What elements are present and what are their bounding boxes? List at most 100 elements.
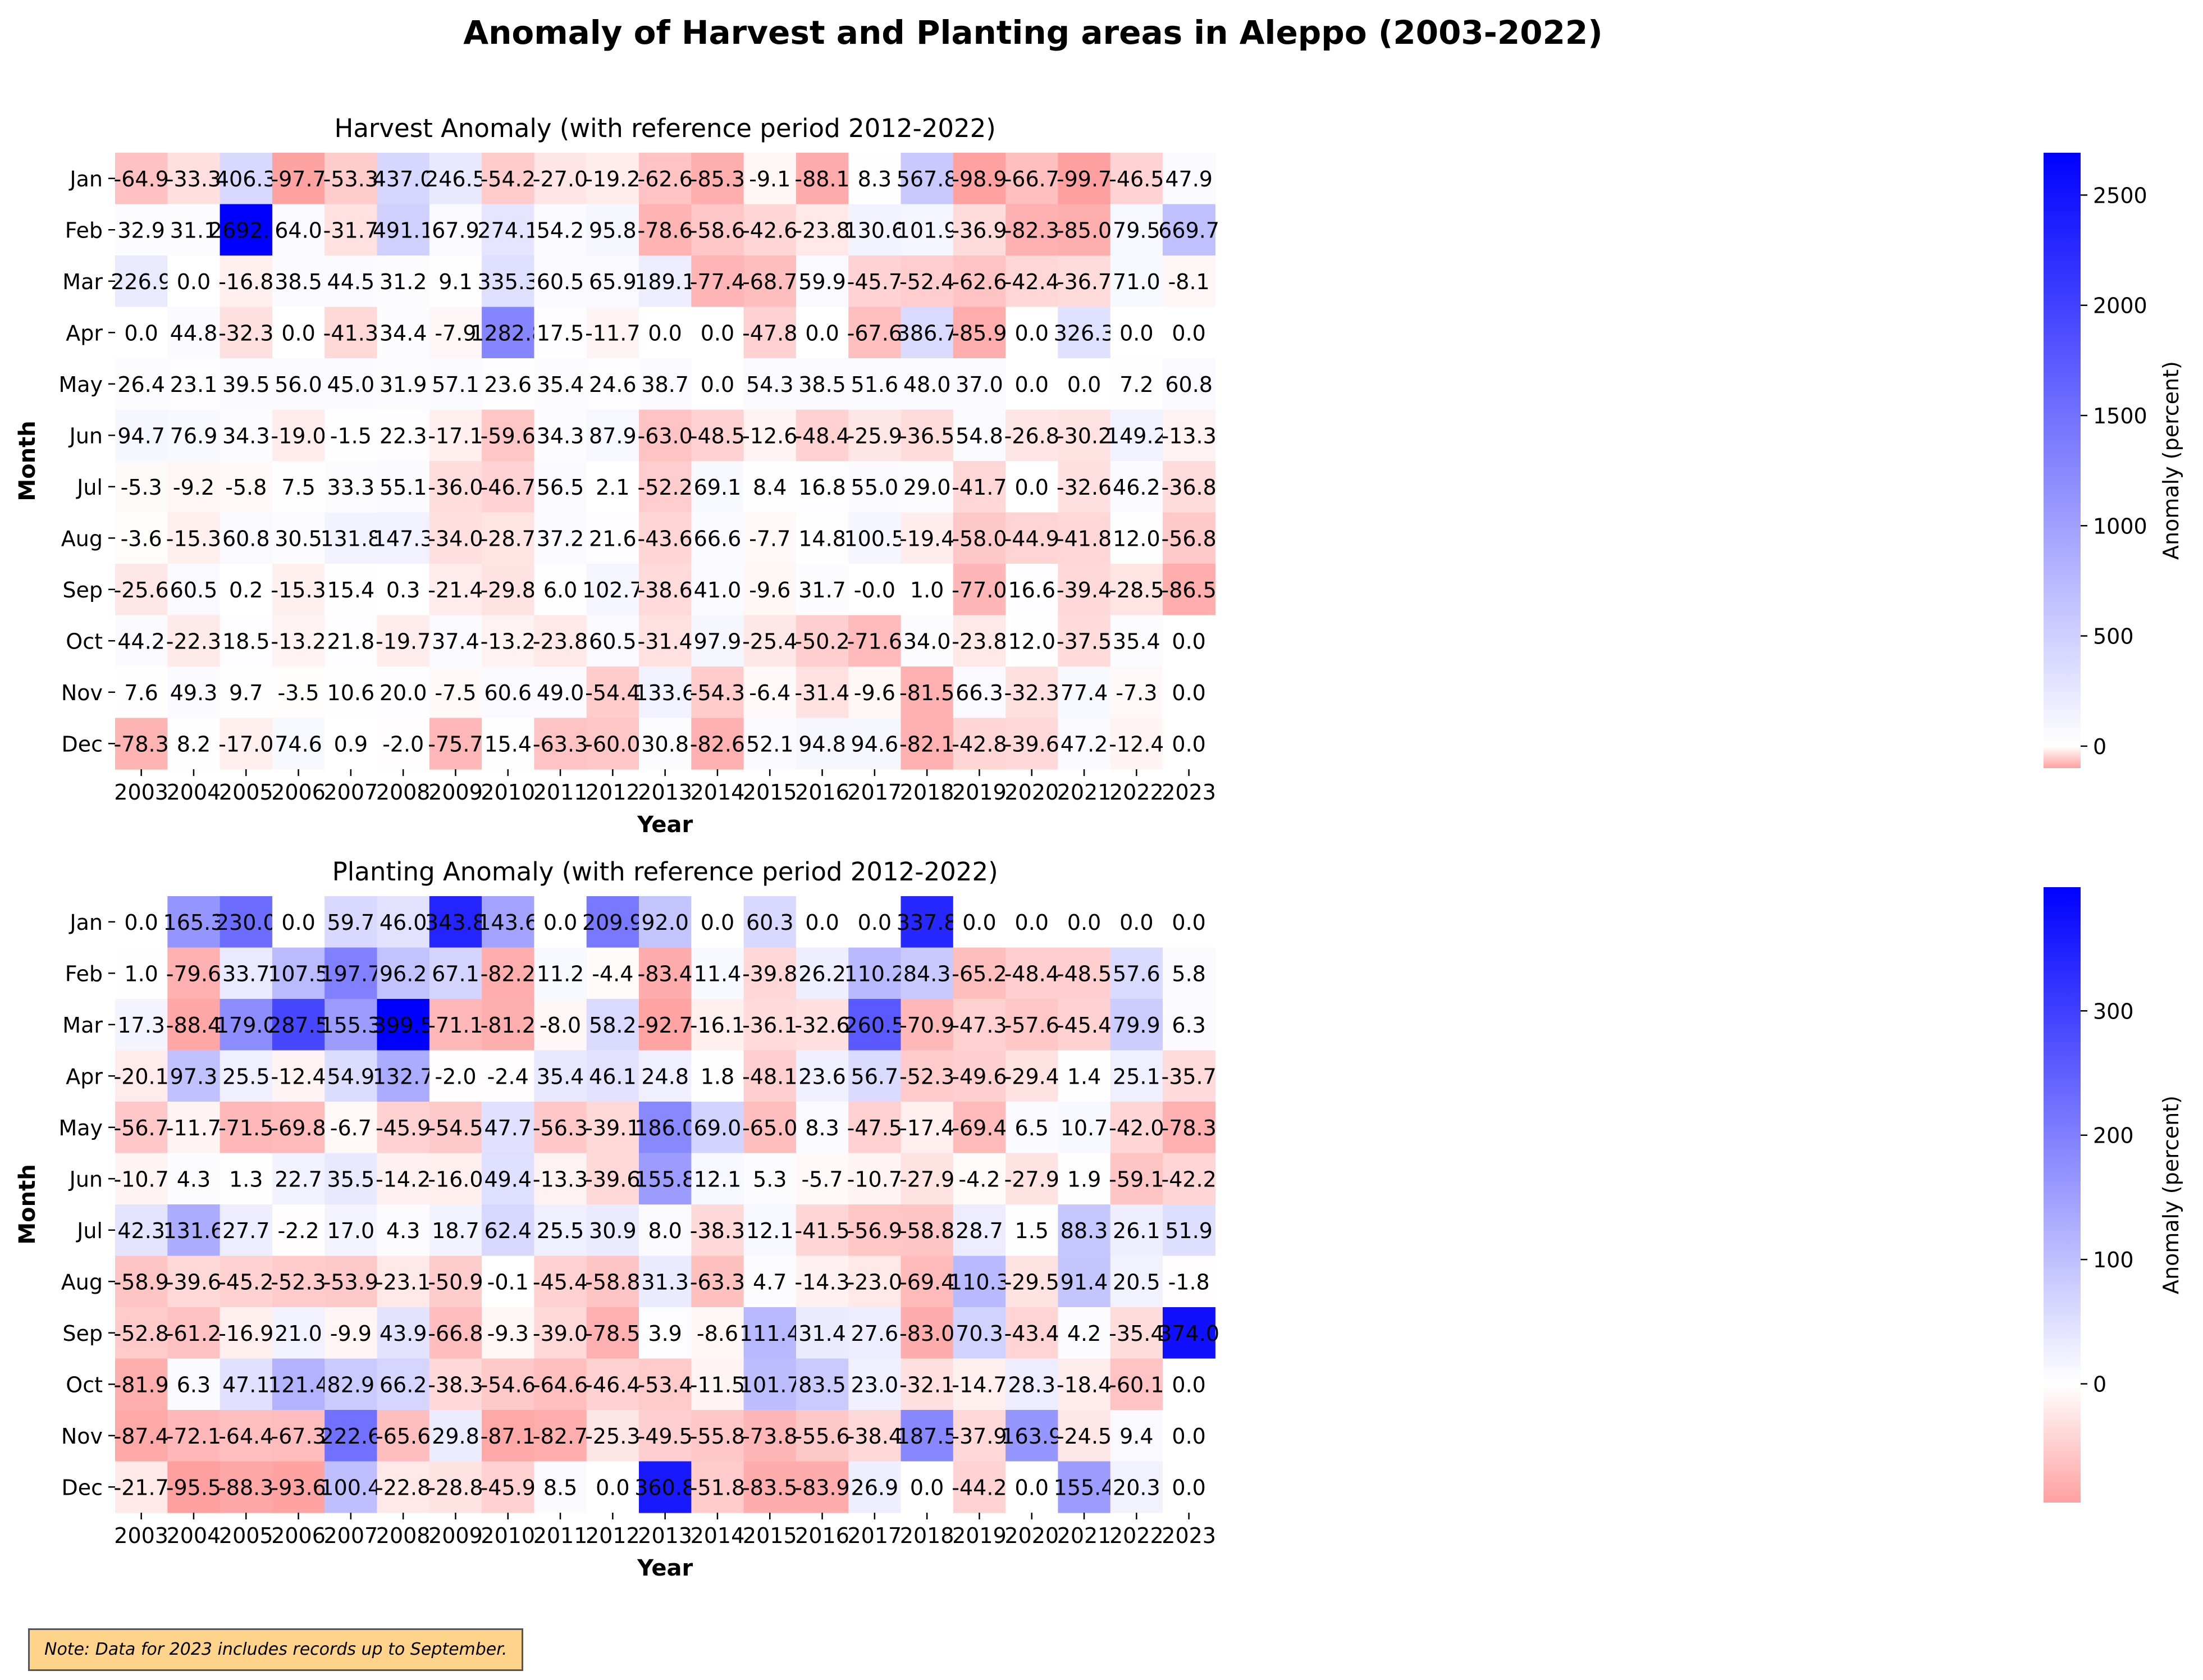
heatmap-cell (586, 1410, 639, 1462)
heatmap-cell (534, 1307, 587, 1359)
y-tick-label: Sep (62, 578, 103, 602)
heatmap-cell (220, 896, 273, 948)
heatmap-cell (1058, 409, 1111, 462)
heatmap-cell (324, 307, 378, 359)
cell-value-label: -46.7 (481, 475, 536, 500)
heatmap-cell (534, 512, 587, 564)
cell-value-label: 335.3 (477, 270, 538, 294)
cell-value-label: -29.8 (481, 578, 536, 602)
cell-value-label: 18.7 (432, 1218, 479, 1243)
cell-value-label: 0.0 (1172, 681, 1205, 705)
subplot-title: Planting Anomaly (with reference period … (332, 857, 998, 887)
heatmap-cell (220, 615, 273, 667)
cell-value-label: 24.8 (641, 1064, 689, 1089)
heatmap-cell (1110, 153, 1163, 205)
cell-value-label: 23.0 (851, 1372, 899, 1397)
cell-value-label: -36.9 (952, 218, 1007, 243)
heatmap-cell (534, 1050, 587, 1102)
cell-value-label: 4.3 (386, 1218, 420, 1243)
heatmap-cell (482, 461, 534, 513)
cell-value-label: -47.8 (742, 321, 797, 345)
cell-value-label: -9.1 (749, 167, 790, 191)
cell-value-label: -36.7 (1057, 270, 1112, 294)
heatmap-cell (220, 947, 273, 999)
cell-value-label: -39.6 (585, 1167, 640, 1191)
cell-value-label: 326.3 (1054, 321, 1115, 345)
cell-value-label: 66.6 (694, 526, 742, 551)
heatmap-cell (1058, 255, 1111, 308)
cell-value-label: -19.4 (899, 526, 954, 551)
heatmap-cell (429, 666, 482, 719)
cell-value-label: -52.4 (899, 270, 954, 294)
heatmap-cell (115, 1153, 168, 1205)
cell-value-label: -73.8 (742, 1424, 797, 1449)
heatmap-cell (115, 1256, 168, 1308)
heatmap-cell (167, 1307, 221, 1359)
heatmap-cell (1005, 255, 1058, 308)
heatmap-cell (743, 1256, 797, 1308)
cell-value-label: -52.8 (113, 1321, 168, 1346)
colorbar-tick-label: 1000 (2093, 514, 2147, 538)
heatmap-cell (796, 153, 849, 205)
heatmap-cell (220, 461, 273, 513)
cell-value-label: -16.0 (428, 1167, 483, 1191)
cell-value-label: 17.5 (537, 321, 584, 345)
cell-value-label: 6.3 (1172, 1013, 1205, 1038)
cell-value-label: -81.2 (481, 1013, 536, 1038)
heatmap-cell (953, 615, 1006, 667)
cell-value-label: -86.5 (1161, 578, 1216, 602)
cell-value-label: -12.4 (271, 1064, 326, 1089)
heatmap-cell (953, 1461, 1006, 1513)
heatmap-cell (1005, 461, 1058, 513)
cell-value-label: 39.5 (222, 372, 270, 397)
heatmap-cell (639, 947, 692, 999)
heatmap-cell (901, 1102, 954, 1154)
heatmap-cell (534, 358, 587, 410)
heatmap-cell (639, 1461, 692, 1513)
heatmap-cell (1005, 153, 1058, 205)
heatmap-cell (1163, 1102, 1215, 1154)
cell-value-label: -50.2 (794, 629, 849, 654)
heatmap-cell (1163, 1050, 1215, 1102)
x-tick-label: 2014 (691, 1523, 745, 1548)
cell-value-label: 34.3 (222, 423, 270, 448)
cell-value-label: -8.0 (540, 1013, 581, 1038)
cell-value-label: 55.0 (851, 475, 899, 500)
cell-value-label: -45.9 (481, 1475, 536, 1500)
heatmap-cell (796, 718, 849, 770)
cell-value-label: -75.7 (428, 732, 483, 756)
x-axis-label: Year (637, 812, 693, 838)
cell-value-label: 35.4 (537, 1064, 584, 1089)
footnote: Note: Data for 2023 includes records up … (28, 1628, 524, 1671)
cell-value-label: -28.5 (1109, 578, 1164, 602)
heatmap-cell (167, 615, 221, 667)
heatmap-cell (1058, 512, 1111, 564)
cell-value-label: 82.9 (327, 1372, 375, 1397)
x-tick-label: 2022 (1109, 780, 1164, 805)
heatmap-cell (691, 307, 744, 359)
cell-value-label: 45.0 (327, 372, 375, 397)
heatmap-cell (1058, 1102, 1111, 1154)
heatmap-cell (1005, 512, 1058, 564)
cell-value-label: 97.9 (694, 629, 742, 654)
heatmap-cell (115, 1461, 168, 1513)
heatmap-cell (115, 564, 168, 616)
heatmap-cell (1005, 615, 1058, 667)
cell-value-label: -19.2 (585, 167, 640, 191)
cell-value-label: 0.0 (701, 372, 734, 397)
cell-value-label: -23.1 (376, 1270, 431, 1294)
cell-value-label: 6.5 (1015, 1116, 1049, 1140)
cell-value-label: -97.7 (271, 167, 326, 191)
cell-value-label: 87.9 (589, 423, 637, 448)
cell-value-label: 21.8 (327, 629, 375, 654)
heatmap-cell (272, 358, 325, 410)
cell-value-label: -41.8 (1057, 526, 1112, 551)
cell-value-label: -87.4 (113, 1424, 168, 1449)
heatmap-cell (167, 153, 221, 205)
heatmap-cell (377, 204, 430, 256)
cell-value-label: -52.2 (637, 475, 692, 500)
cell-value-label: -5.8 (225, 475, 267, 500)
x-tick-label: 2015 (743, 1523, 797, 1548)
heatmap-cell (167, 1204, 221, 1257)
x-tick-label: 2019 (952, 780, 1007, 805)
